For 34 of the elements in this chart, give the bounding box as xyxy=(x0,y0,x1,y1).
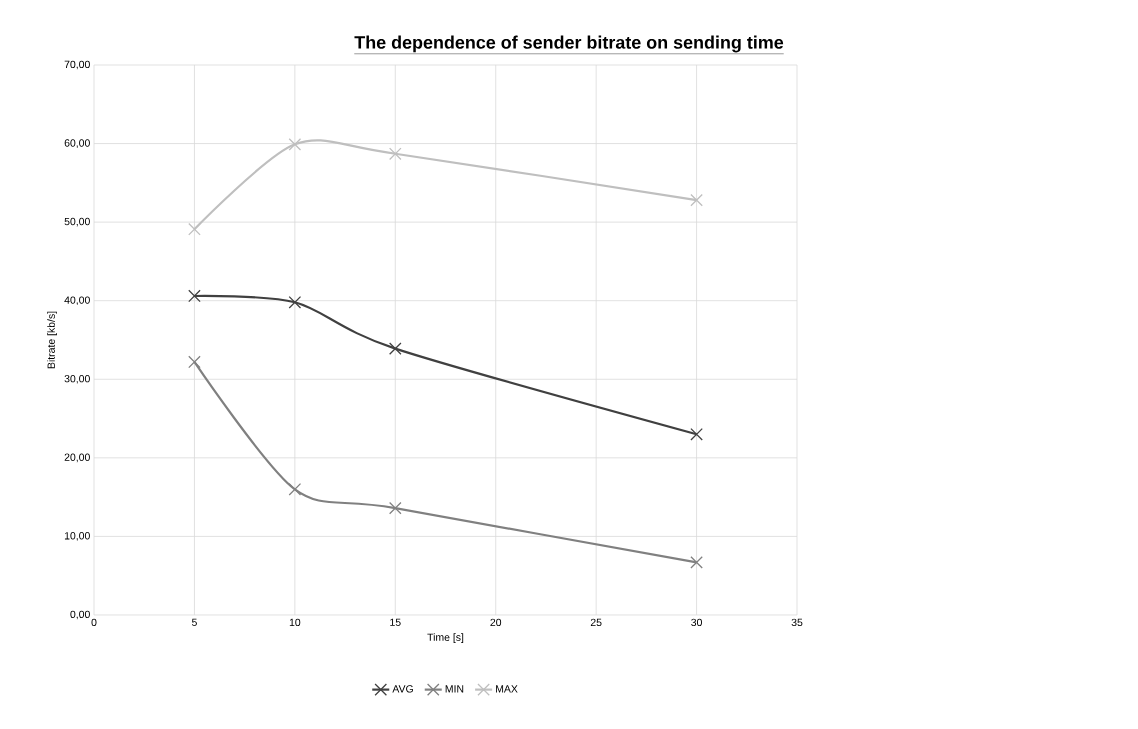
x-tick-label: 20 xyxy=(490,618,502,627)
x-tick-label: 0 xyxy=(91,618,97,627)
x-tick-label: 35 xyxy=(791,618,803,627)
x-tick-label: 10 xyxy=(289,618,301,627)
point xyxy=(388,342,402,355)
y-tick-label: 40,00 xyxy=(64,296,90,306)
point xyxy=(188,289,201,303)
point xyxy=(388,147,402,161)
x-tick-label: 15 xyxy=(390,618,401,626)
point xyxy=(188,355,201,369)
y-axis-title: Bitrate [kb/s] xyxy=(47,311,57,369)
legend-label: MAX xyxy=(496,685,518,693)
y-tick-label: 70,00 xyxy=(64,60,90,70)
x-tick-label: 25 xyxy=(590,618,602,627)
legend-label: MIN xyxy=(445,685,464,693)
x-tick-label: 5 xyxy=(191,618,197,626)
chart-title: The dependence of sender bitrate on sending time xyxy=(354,35,784,53)
y-tick-label: 20,00 xyxy=(64,453,90,463)
y-tick-label: 30,00 xyxy=(64,374,90,384)
point xyxy=(288,482,302,496)
x-axis-title: Time [s] xyxy=(427,633,464,643)
x-tick-label: 30 xyxy=(691,618,702,627)
legend-label: AVG xyxy=(392,685,413,693)
y-tick-label: 0,00 xyxy=(70,610,90,620)
point xyxy=(288,138,302,151)
point xyxy=(690,193,703,207)
point xyxy=(288,295,302,309)
y-tick-label: 50,00 xyxy=(64,217,90,227)
point xyxy=(690,427,703,441)
point xyxy=(388,501,402,515)
point xyxy=(690,556,703,569)
y-tick-label: 10,00 xyxy=(64,532,90,541)
y-tick-label: 60,00 xyxy=(64,139,90,148)
point xyxy=(188,222,201,236)
